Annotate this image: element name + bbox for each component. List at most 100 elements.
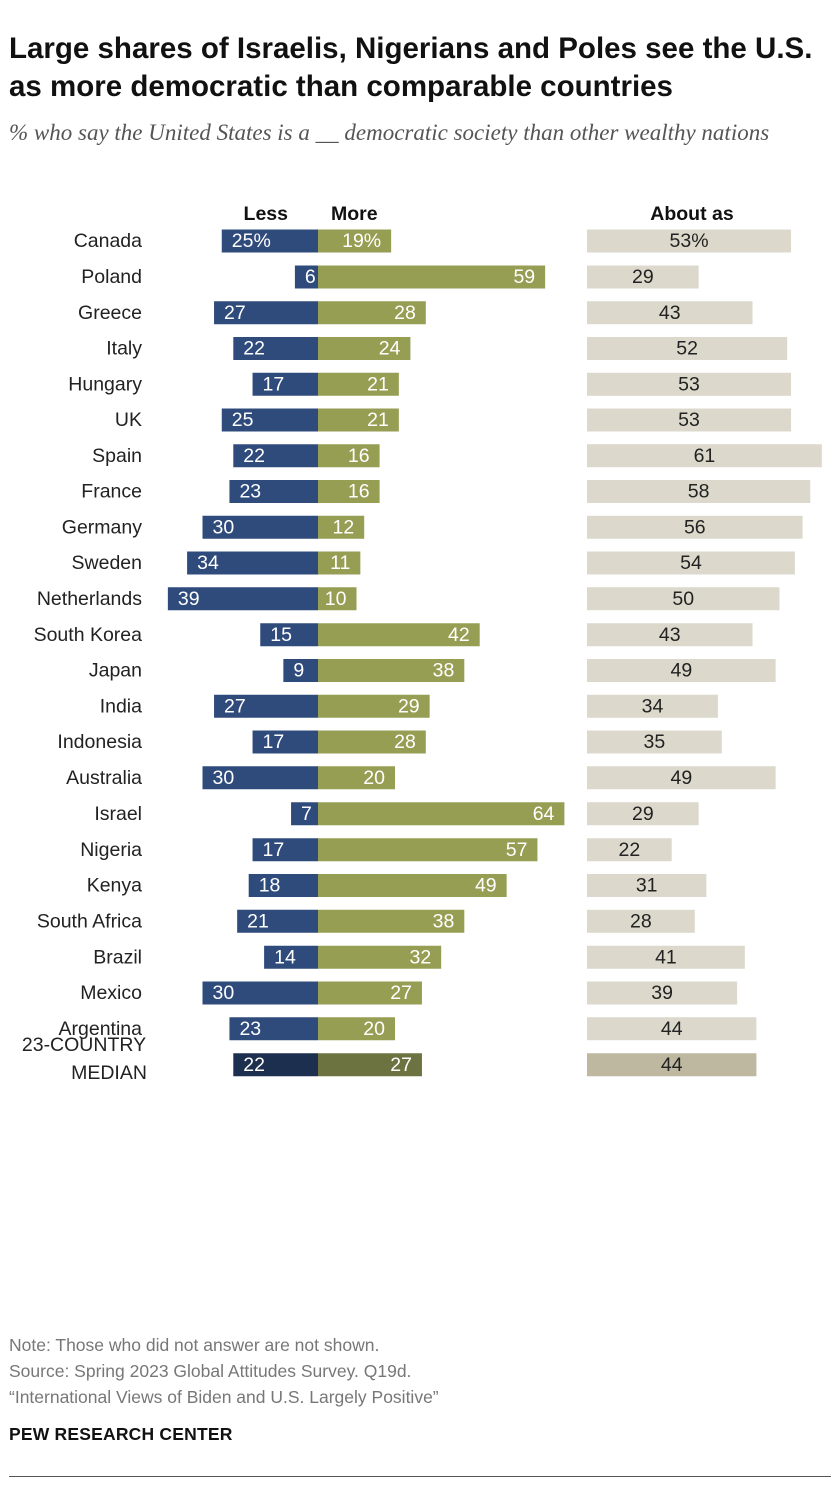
category-label-france: France xyxy=(81,481,142,503)
label-more-canada: 19% xyxy=(342,230,381,252)
bar-less-france xyxy=(229,480,318,503)
bar-more-hungary xyxy=(318,372,399,396)
bar-less-mexico xyxy=(202,981,318,1005)
label-more-italy: 24 xyxy=(379,338,401,360)
label-less-23-country-median: 22 xyxy=(243,1054,265,1076)
label-less-italy: 22 xyxy=(243,338,265,360)
bar-about-as-south-korea xyxy=(587,623,753,647)
label-less-spain: 22 xyxy=(243,445,265,467)
bar-more-japan xyxy=(318,659,465,682)
brand-name: PEW RESEARCH CENTER xyxy=(9,1424,233,1444)
bar-about-as-brazil xyxy=(587,945,745,969)
bar-more-poland xyxy=(318,265,546,289)
bar-less-netherlands xyxy=(167,587,318,611)
label-less-hungary: 17 xyxy=(263,373,285,395)
bar-about-as-spain xyxy=(587,444,822,468)
category-label-median-line2: MEDIAN xyxy=(71,1062,147,1084)
bar-less-israel xyxy=(291,802,318,826)
label-more-hungary: 21 xyxy=(367,373,389,395)
bar-more-spain xyxy=(318,444,380,468)
bar-more-india xyxy=(318,694,430,718)
label-less-mexico: 30 xyxy=(213,982,235,1004)
label-less-argentina: 23 xyxy=(239,1018,261,1040)
label-less-south-korea: 15 xyxy=(270,624,292,646)
label-about-as-netherlands: 50 xyxy=(672,588,694,610)
label-less-canada: 25% xyxy=(232,230,271,252)
bar-less-kenya xyxy=(248,874,318,897)
category-label-israel: Israel xyxy=(94,803,142,825)
bar-about-as-australia xyxy=(587,766,776,790)
bar-less-23-country-median xyxy=(233,1053,318,1077)
label-more-uk: 21 xyxy=(367,409,389,431)
bar-more-mexico xyxy=(318,981,422,1005)
category-label-spain: Spain xyxy=(92,445,142,467)
label-about-as-south-korea: 43 xyxy=(659,624,681,646)
bar-more-uk xyxy=(318,408,399,432)
label-less-netherlands: 39 xyxy=(178,588,200,610)
label-about-as-south-africa: 28 xyxy=(630,910,652,932)
label-less-france: 23 xyxy=(239,481,261,503)
bar-less-south-korea xyxy=(260,623,318,647)
bar-more-nigeria xyxy=(318,838,538,862)
label-about-as-italy: 52 xyxy=(676,338,698,360)
chart-subtitle: % who say the United States is a __ demo… xyxy=(9,120,770,145)
category-label-netherlands: Netherlands xyxy=(37,588,142,610)
label-more-brazil: 32 xyxy=(409,946,431,968)
label-about-as-brazil: 41 xyxy=(655,946,677,968)
bar-more-indonesia xyxy=(318,730,426,754)
bar-less-australia xyxy=(202,766,318,790)
bar-less-argentina xyxy=(229,1017,318,1041)
bar-more-kenya xyxy=(318,874,507,897)
category-label-greece: Greece xyxy=(78,302,142,324)
category-label-canada: Canada xyxy=(74,230,142,252)
bar-about-as-argentina xyxy=(587,1017,757,1041)
category-label-mexico: Mexico xyxy=(80,982,142,1004)
note-text: Note: Those who did not answer are not s… xyxy=(9,1335,380,1355)
bar-about-as-uk xyxy=(587,408,792,432)
label-more-23-country-median: 27 xyxy=(390,1054,412,1076)
bar-more-australia xyxy=(318,766,395,790)
bar-more-france xyxy=(318,480,380,503)
label-about-as-poland: 29 xyxy=(632,266,654,288)
label-more-greece: 28 xyxy=(394,302,416,324)
label-about-as-hungary: 53 xyxy=(678,373,700,395)
category-label-median-line1: 23-COUNTRY xyxy=(22,1034,146,1056)
bar-less-canada xyxy=(221,229,318,253)
label-more-nigeria: 57 xyxy=(506,839,528,861)
header-about-as: About as xyxy=(650,203,734,225)
bar-about-as-netherlands xyxy=(587,587,780,611)
bar-about-as-poland xyxy=(587,265,699,289)
bar-about-as-nigeria xyxy=(587,838,672,862)
bar-about-as-greece xyxy=(587,301,753,325)
bar-less-uk xyxy=(221,408,318,432)
bar-more-netherlands xyxy=(318,587,357,611)
bar-less-spain xyxy=(233,444,318,468)
label-more-indonesia: 28 xyxy=(394,731,416,753)
bar-about-as-india xyxy=(587,694,718,718)
bar-less-india xyxy=(214,694,318,718)
label-less-australia: 30 xyxy=(213,767,235,789)
category-label-poland: Poland xyxy=(81,266,142,288)
category-label-brazil: Brazil xyxy=(93,946,142,968)
category-label-sweden: Sweden xyxy=(72,552,142,574)
label-more-argentina: 20 xyxy=(363,1018,385,1040)
category-label-japan: Japan xyxy=(89,660,142,682)
bar-more-sweden xyxy=(318,551,361,575)
label-less-brazil: 14 xyxy=(274,946,296,968)
bar-less-italy xyxy=(233,337,318,360)
bar-less-south-africa xyxy=(237,909,318,933)
label-about-as-argentina: 44 xyxy=(661,1018,683,1040)
label-more-spain: 16 xyxy=(348,445,370,467)
category-label-hungary: Hungary xyxy=(68,373,142,395)
category-label-germany: Germany xyxy=(62,516,142,538)
bar-less-indonesia xyxy=(252,730,318,754)
label-less-japan: 9 xyxy=(293,660,304,682)
bar-more-italy xyxy=(318,337,411,360)
report-title-text: “International Views of Biden and U.S. L… xyxy=(9,1387,439,1407)
label-about-as-greece: 43 xyxy=(659,302,681,324)
bar-more-canada xyxy=(318,229,392,253)
bar-about-as-indonesia xyxy=(587,730,722,754)
label-about-as-nigeria: 22 xyxy=(618,839,640,861)
label-more-germany: 12 xyxy=(332,516,354,538)
label-less-greece: 27 xyxy=(224,302,246,324)
